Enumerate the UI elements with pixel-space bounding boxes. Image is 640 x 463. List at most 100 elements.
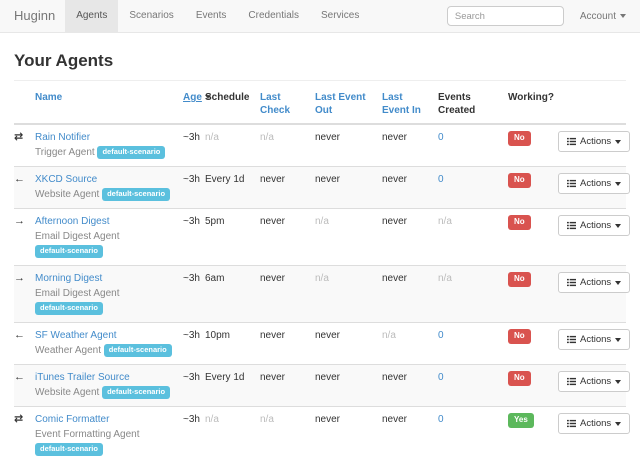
agent-type-label: Event Formatting Agent xyxy=(35,429,140,440)
actions-button-label: Actions xyxy=(580,136,612,147)
chevron-down-icon xyxy=(615,280,622,285)
page-divider xyxy=(14,80,626,81)
age-cell: ~3h xyxy=(183,208,205,266)
schedule-cell-value: Every 1d xyxy=(205,372,245,383)
header-last-check[interactable]: Last Check xyxy=(260,92,291,116)
working-status-badge: No xyxy=(508,131,531,146)
list-icon xyxy=(567,335,576,344)
agent-name-link[interactable]: Morning Digest xyxy=(35,273,103,284)
actions-button[interactable]: Actions xyxy=(558,272,631,293)
scenario-badge[interactable]: default-scenario xyxy=(102,187,171,201)
schedule-cell: 5pm xyxy=(205,208,260,266)
age-cell: ~3h xyxy=(183,166,205,209)
last-event-in-cell-value: never xyxy=(382,174,408,185)
nav-item-services[interactable]: Services xyxy=(320,10,360,21)
actions-button-label: Actions xyxy=(580,178,612,189)
schedule-cell-value: Every 1d xyxy=(205,174,245,185)
actions-cell: Actions xyxy=(558,166,631,209)
age-cell: ~3h xyxy=(183,364,205,407)
actions-button[interactable]: Actions xyxy=(558,329,631,350)
nav-item-scenarios[interactable]: Scenarios xyxy=(129,10,174,21)
transfer-icon: ⇄ xyxy=(14,413,24,425)
transfer-icon: ⇄ xyxy=(14,131,24,143)
schedule-cell-value: n/a xyxy=(205,132,219,143)
agent-direction-cell: ⇄ xyxy=(14,123,35,167)
search-input[interactable] xyxy=(446,6,564,26)
actions-button-label: Actions xyxy=(580,418,612,429)
age-cell: ~3h xyxy=(183,265,205,323)
scenario-badge[interactable]: default-scenario xyxy=(97,145,166,159)
actions-button[interactable]: Actions xyxy=(558,173,631,194)
actions-button[interactable]: Actions xyxy=(558,131,631,152)
agent-name-cell: Morning Digest Email Digest Agent default… xyxy=(35,265,183,323)
events-created-cell-value[interactable]: 0 xyxy=(438,132,444,143)
agent-direction-cell: ← xyxy=(14,166,35,209)
working-cell: No xyxy=(508,208,558,266)
scenario-badge[interactable]: default-scenario xyxy=(103,343,172,357)
events-created-cell-value[interactable]: 0 xyxy=(438,330,444,341)
schedule-cell-value: 10pm xyxy=(205,330,231,341)
agent-name-link[interactable]: Rain Notifier xyxy=(35,132,91,143)
agent-name-link[interactable]: Comic Formatter xyxy=(35,414,110,425)
age-value: ~3h xyxy=(183,372,200,383)
working-status-badge: No xyxy=(508,215,531,230)
actions-button[interactable]: Actions xyxy=(558,215,631,236)
header-last-event-out[interactable]: Last Event Out xyxy=(315,92,366,116)
events-created-cell-value[interactable]: 0 xyxy=(438,372,444,383)
scenario-badge[interactable]: default-scenario xyxy=(102,385,171,399)
last-check-cell-value: never xyxy=(260,330,286,341)
age-value: ~3h xyxy=(183,216,200,227)
page-title: Your Agents xyxy=(14,51,114,70)
events-created-cell: 0 xyxy=(438,123,508,167)
agent-name-link[interactable]: Afternoon Digest xyxy=(35,216,110,227)
header-working: Working? xyxy=(508,84,558,125)
nav-item-credentials[interactable]: Credentials xyxy=(248,10,299,21)
schedule-cell: Every 1d xyxy=(205,364,260,407)
last-check-cell-value: never xyxy=(260,216,286,227)
age-value: ~3h xyxy=(183,132,200,143)
agent-name-link[interactable]: iTunes Trailer Source xyxy=(35,372,130,383)
header-events-created: Events Created xyxy=(438,84,508,125)
chevron-down-icon xyxy=(615,139,622,144)
nav-item-events[interactable]: Events xyxy=(195,10,227,21)
scenario-badge[interactable]: default-scenario xyxy=(35,301,103,315)
last-event-in-cell-value: never xyxy=(382,372,408,383)
agent-subtitle: Website Agent default-scenario xyxy=(35,385,177,400)
age-value: ~3h xyxy=(183,273,200,284)
schedule-cell: n/a xyxy=(205,406,260,463)
list-icon xyxy=(567,377,576,386)
agent-name-link[interactable]: XKCD Source xyxy=(35,174,98,185)
last-check-cell: never xyxy=(260,265,315,323)
last-check-cell: never xyxy=(260,322,315,365)
events-created-cell: 0 xyxy=(438,322,508,365)
agent-type-label: Email Digest Agent xyxy=(35,288,120,299)
header-name[interactable]: Name xyxy=(35,92,63,103)
chevron-down-icon xyxy=(615,421,622,426)
header-last-event-in[interactable]: Last Event In xyxy=(382,92,421,116)
agent-type-label: Trigger Agent xyxy=(35,147,95,158)
working-status-badge: Yes xyxy=(508,413,534,428)
events-created-cell-value[interactable]: 0 xyxy=(438,174,444,185)
agents-table-body: ⇄ Rain Notifier Trigger Agent default-scen… xyxy=(14,123,631,463)
nav-item-agents[interactable]: Agents xyxy=(65,0,119,32)
last-check-cell: never xyxy=(260,166,315,209)
actions-button[interactable]: Actions xyxy=(558,413,631,434)
working-cell: No xyxy=(508,123,558,167)
agent-name-link[interactable]: SF Weather Agent xyxy=(35,330,117,341)
chevron-down-icon xyxy=(620,14,626,18)
actions-button[interactable]: Actions xyxy=(558,371,631,392)
brand-link[interactable]: Huginn xyxy=(14,8,56,23)
last-check-cell-value: never xyxy=(260,273,286,284)
scenario-badge[interactable]: default-scenario xyxy=(35,442,103,456)
list-icon xyxy=(567,179,576,188)
actions-cell: Actions xyxy=(558,322,631,365)
schedule-cell-value: 6am xyxy=(205,273,225,284)
list-icon xyxy=(567,221,576,230)
scenario-badge[interactable]: default-scenario xyxy=(35,244,103,258)
last-event-in-cell: never xyxy=(382,208,438,266)
account-menu[interactable]: Account xyxy=(580,11,626,22)
events-created-cell-value[interactable]: 0 xyxy=(438,414,444,425)
age-value: ~3h xyxy=(183,330,200,341)
events-created-cell: 0 xyxy=(438,406,508,463)
header-age[interactable]: Age xyxy=(183,92,202,103)
